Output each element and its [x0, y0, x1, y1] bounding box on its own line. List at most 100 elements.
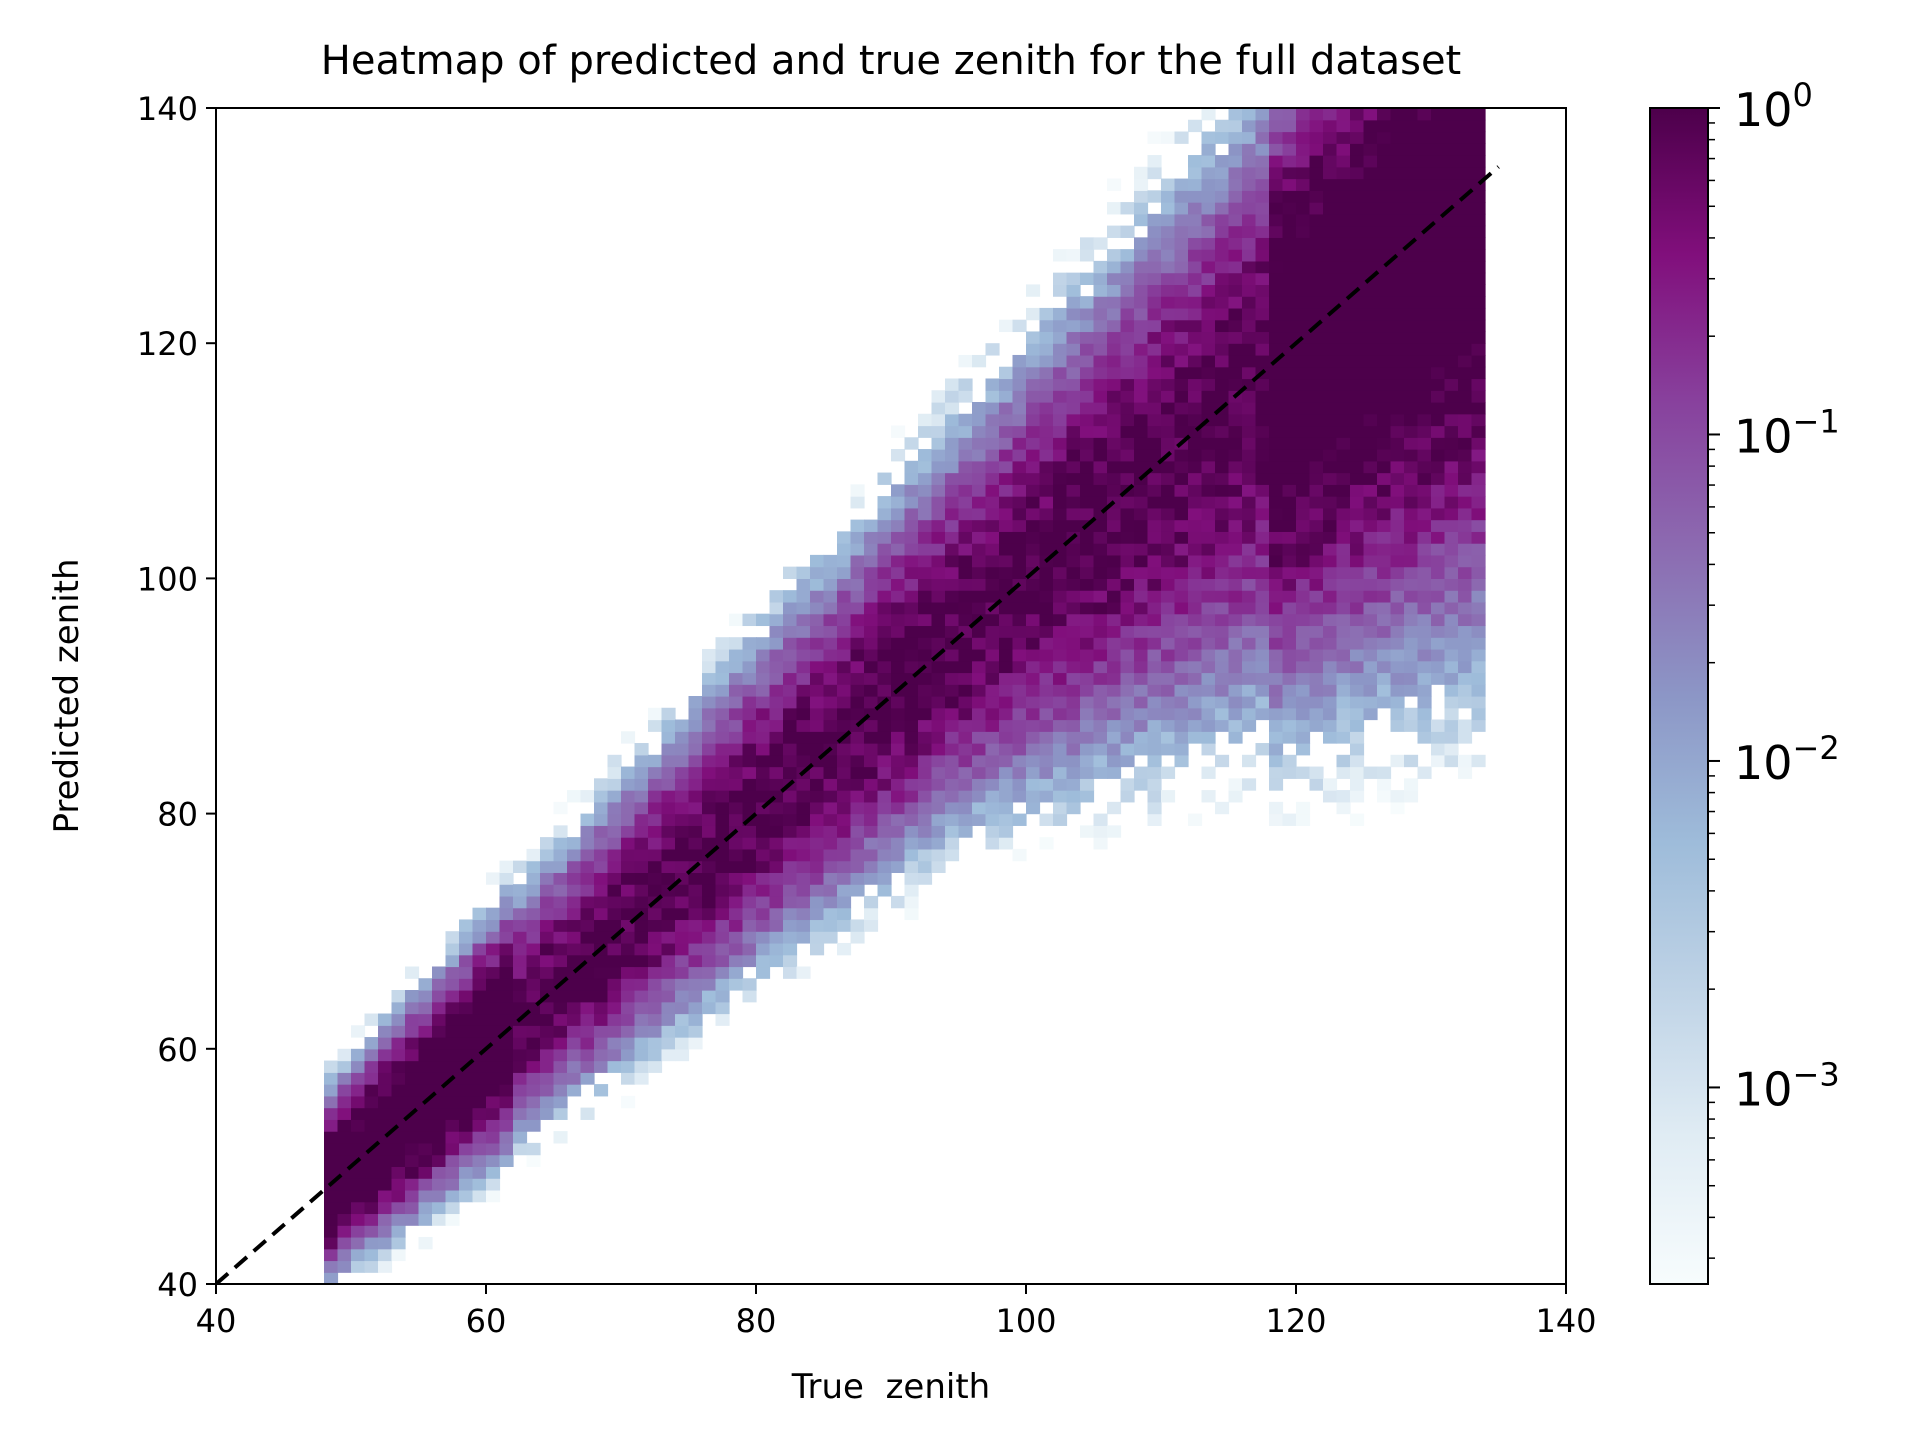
heatmap-cell: [1471, 613, 1486, 627]
heatmap-cell: [918, 731, 933, 744]
heatmap-cell: [1242, 590, 1257, 603]
heatmap-cell: [472, 1013, 487, 1026]
heatmap-cell: [1363, 672, 1378, 685]
heatmap-cell: [1174, 460, 1189, 474]
heatmap-cell: [972, 531, 987, 544]
heatmap-cell: [634, 766, 649, 779]
heatmap-cell: [526, 1107, 541, 1120]
heatmap-cell: [715, 672, 730, 685]
heatmap-cell: [1390, 696, 1405, 709]
heatmap-cell: [1188, 366, 1203, 380]
heatmap-cell: [904, 507, 919, 521]
heatmap-cell: [648, 931, 663, 944]
heatmap-cell: [1255, 648, 1270, 662]
heatmap-cell: [432, 1178, 447, 1191]
heatmap-cell: [796, 590, 811, 603]
heatmap-cell: [513, 860, 528, 873]
heatmap-cell: [1147, 366, 1162, 380]
heatmap-cell: [1039, 496, 1054, 509]
heatmap-cell: [1174, 743, 1189, 756]
heatmap-cell: [999, 766, 1014, 779]
heatmap-cell: [1107, 354, 1122, 368]
heatmap-cell: [1255, 213, 1270, 227]
heatmap-cell: [702, 837, 717, 850]
heatmap-cell: [459, 931, 474, 944]
heatmap-cell: [985, 531, 1000, 544]
heatmap-cell: [1336, 460, 1351, 474]
heatmap-cell: [1012, 766, 1027, 779]
heatmap-cell: [1201, 472, 1216, 485]
heatmap-cell: [958, 825, 973, 838]
heatmap-cell: [688, 778, 703, 791]
heatmap-cell: [1012, 354, 1027, 368]
heatmap-cell: [1242, 543, 1257, 556]
heatmap-cell: [1350, 119, 1365, 133]
heatmap-cell: [864, 672, 879, 685]
heatmap-cell: [1012, 637, 1027, 650]
heatmap-cell: [1323, 225, 1338, 238]
heatmap-cell: [1323, 402, 1338, 415]
heatmap-cell: [702, 907, 717, 921]
heatmap-cell: [796, 907, 811, 921]
heatmap-cell: [675, 848, 690, 862]
heatmap-cell: [1093, 449, 1108, 462]
heatmap-cell: [958, 590, 973, 603]
heatmap-cell: [972, 484, 987, 497]
heatmap-cell: [837, 696, 852, 709]
heatmap-cell: [1147, 260, 1162, 274]
heatmap-cell: [1093, 590, 1108, 603]
heatmap-cell: [1147, 331, 1162, 344]
heatmap-cell: [823, 895, 838, 909]
heatmap-cell: [1188, 331, 1203, 344]
heatmap-cell: [1215, 296, 1230, 309]
heatmap-cell: [337, 1060, 352, 1073]
heatmap-cell: [1471, 519, 1486, 532]
heatmap-cell: [432, 1166, 447, 1179]
heatmap-cell: [1147, 225, 1162, 238]
heatmap-cell: [1174, 449, 1189, 462]
heatmap-cell: [756, 660, 771, 674]
heatmap-cell: [1323, 648, 1338, 662]
heatmap-cell: [391, 1060, 406, 1073]
heatmap-cell: [1336, 178, 1351, 191]
heatmap-cell: [877, 754, 892, 768]
heatmap-cell: [783, 696, 798, 709]
heatmap-cell: [810, 601, 825, 615]
heatmap-cell: [1161, 307, 1176, 321]
heatmap-cell: [1215, 460, 1230, 474]
heatmap-cell: [1377, 213, 1392, 227]
heatmap-cell: [1161, 601, 1176, 615]
heatmap-cell: [1161, 378, 1176, 391]
heatmap-cell: [1404, 660, 1419, 674]
heatmap-cell: [1255, 507, 1270, 521]
heatmap-cell: [621, 813, 636, 826]
heatmap-cell: [837, 942, 852, 956]
heatmap-cell: [918, 472, 933, 485]
heatmap-cell: [499, 860, 514, 873]
heatmap-cell: [1269, 460, 1284, 474]
heatmap-cell: [634, 1048, 649, 1062]
heatmap-cell: [864, 778, 879, 791]
heatmap-cell: [1080, 496, 1095, 509]
heatmap-cell: [1188, 554, 1203, 568]
heatmap-cell: [499, 895, 514, 909]
heatmap-cell: [391, 1025, 406, 1038]
heatmap-cell: [1404, 284, 1419, 297]
heatmap-cell: [1026, 331, 1041, 344]
heatmap-cell: [1458, 260, 1473, 274]
heatmap-cell: [1228, 143, 1243, 156]
heatmap-cell: [1188, 390, 1203, 403]
heatmap-cell: [1444, 507, 1459, 521]
heatmap-cell: [661, 825, 676, 838]
heatmap-cell: [661, 813, 676, 826]
heatmap-cell: [1093, 354, 1108, 368]
heatmap-cell: [1444, 672, 1459, 685]
heatmap-cell: [432, 1095, 447, 1109]
heatmap-cell: [405, 1166, 420, 1179]
heatmap-cell: [472, 1154, 487, 1167]
heatmap-cell: [1363, 590, 1378, 603]
heatmap-cell: [1417, 437, 1432, 450]
heatmap-cell: [1255, 202, 1270, 215]
heatmap-cell: [1026, 778, 1041, 791]
heatmap-cell: [1228, 672, 1243, 685]
